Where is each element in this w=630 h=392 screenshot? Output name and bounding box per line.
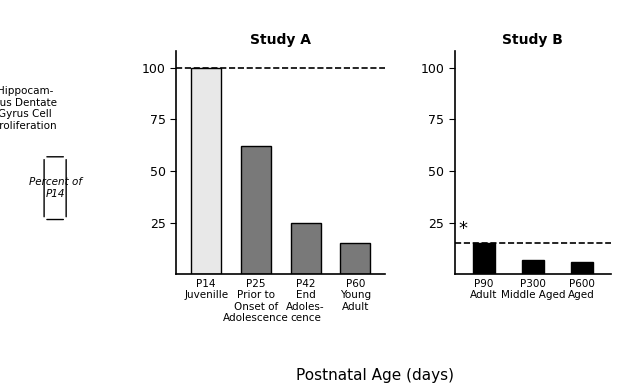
Text: Percent of
P14: Percent of P14 <box>29 177 82 199</box>
Text: Hippocam-
pus Dentate
Gyrus Cell
Proliferation: Hippocam- pus Dentate Gyrus Cell Prolife… <box>0 86 57 131</box>
Bar <box>340 243 370 274</box>
Bar <box>192 67 221 274</box>
Bar <box>522 260 544 274</box>
Text: Postnatal Age (days): Postnatal Age (days) <box>296 368 454 383</box>
Bar <box>290 223 321 274</box>
Title: Study A: Study A <box>250 33 311 47</box>
Bar <box>241 146 271 274</box>
Title: Study B: Study B <box>502 33 563 47</box>
Bar <box>473 243 495 274</box>
Text: *: * <box>459 220 468 238</box>
Bar <box>571 262 593 274</box>
